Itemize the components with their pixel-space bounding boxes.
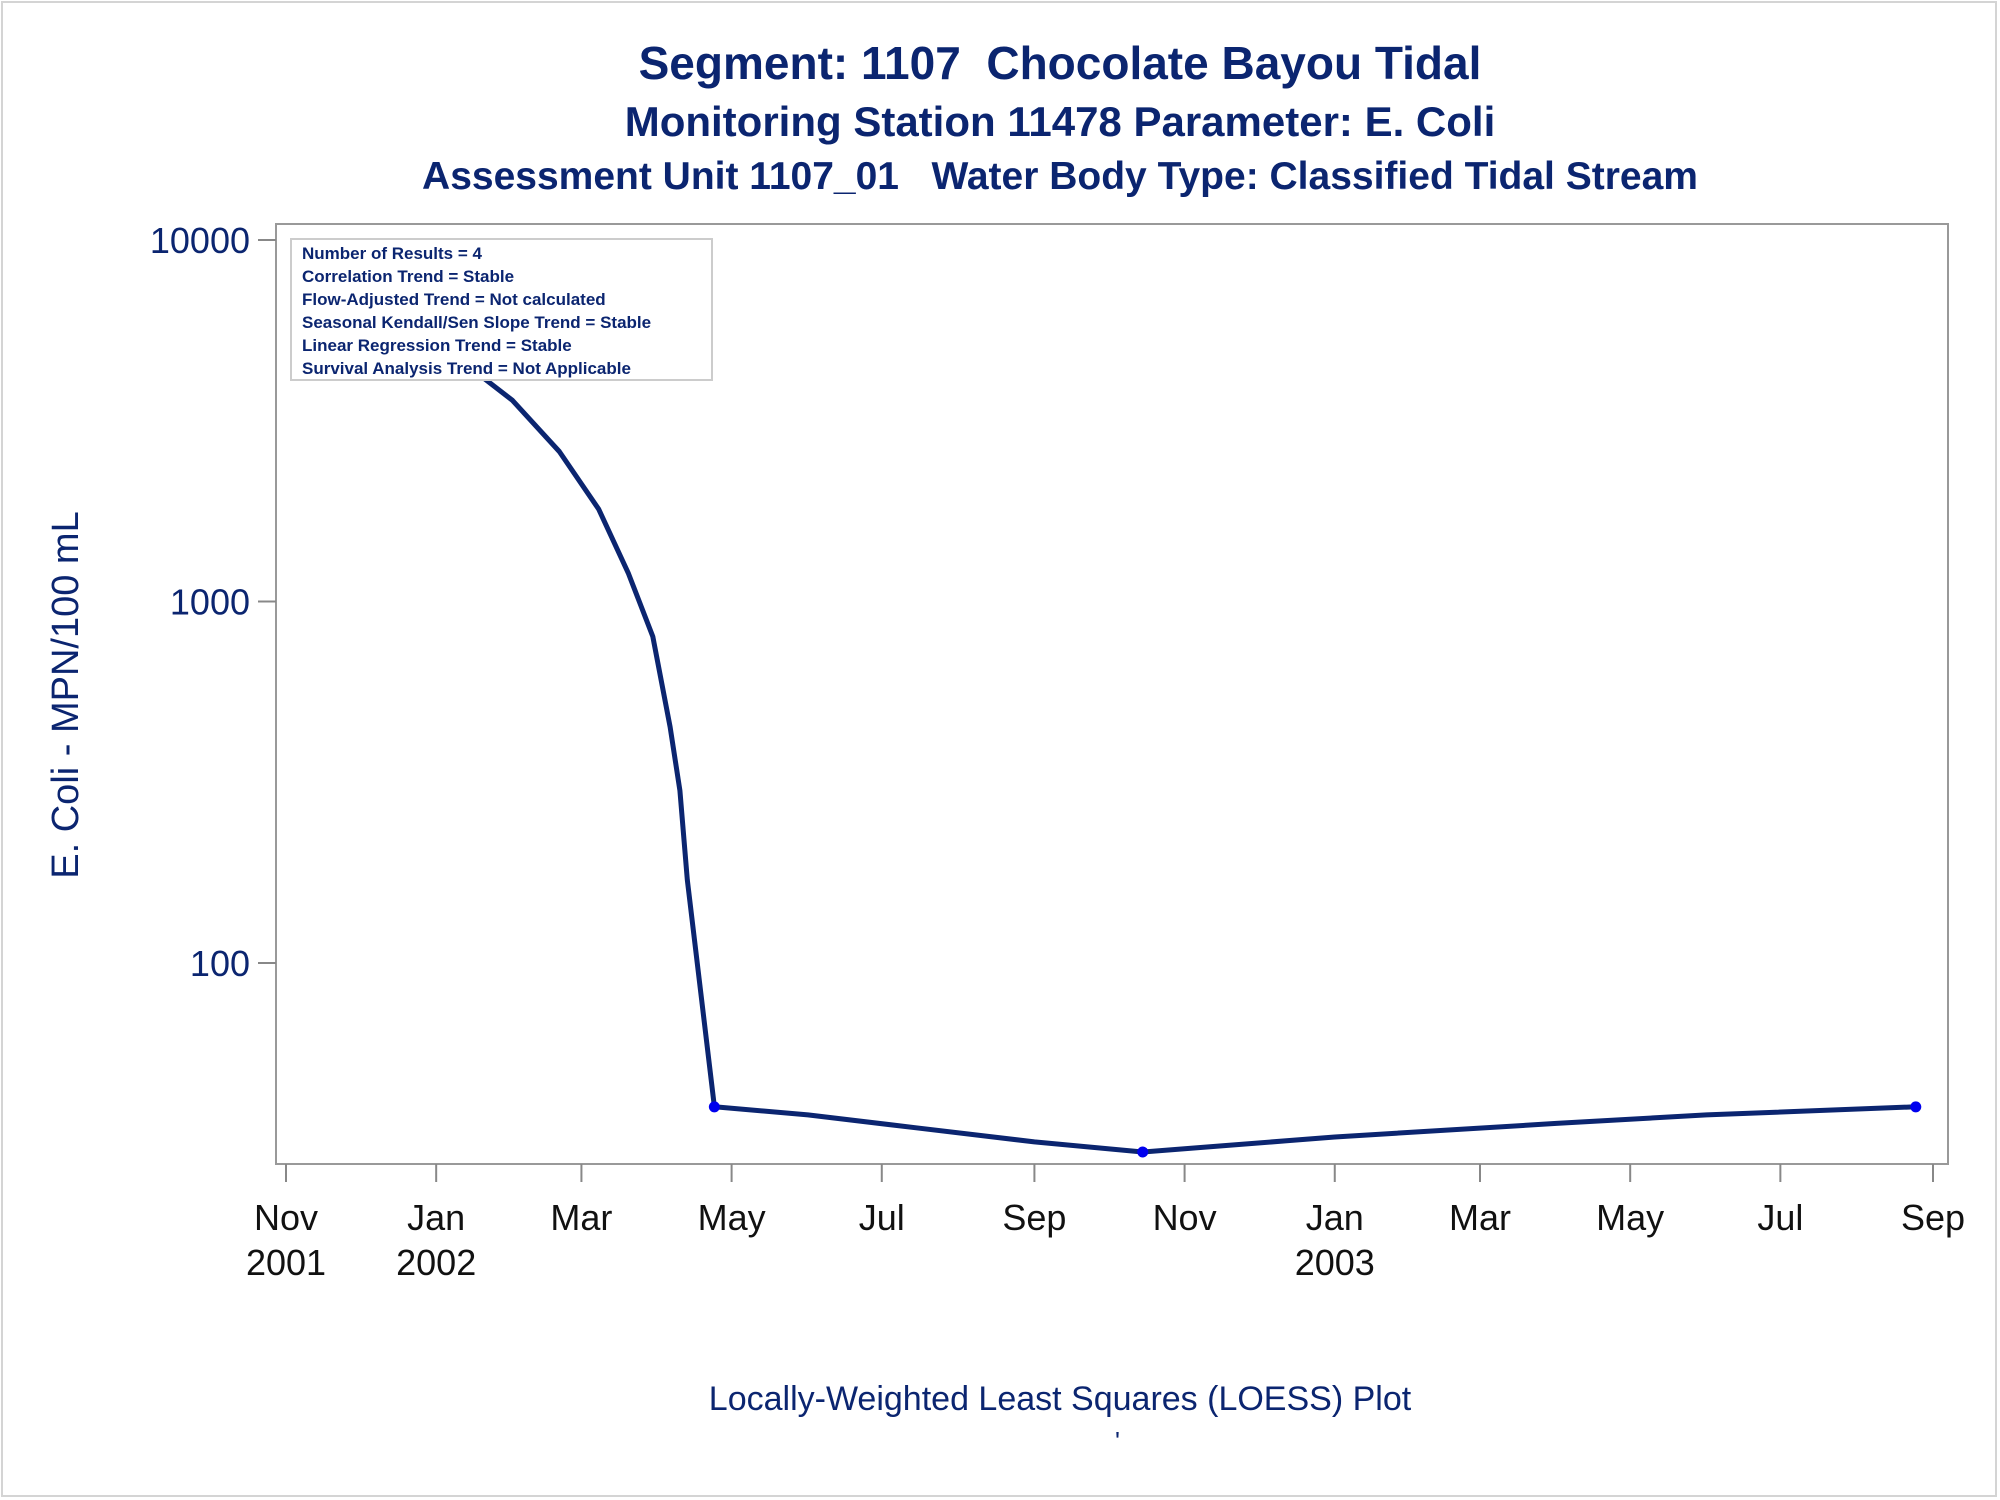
footer-caption: Locally-Weighted Least Squares (LOESS) P… [708,1380,1412,1418]
x-tick-label-2002-01-01: Jan [407,1197,465,1238]
footer-mark: ' [1115,1426,1120,1456]
data-point-4 [1910,1101,1922,1113]
data-point-3 [1137,1146,1149,1158]
y-tick-label-100: 100 [190,943,250,984]
x-tick-label-2001-11-01: Nov [254,1197,318,1238]
loess-curve [382,317,1919,1155]
x-tick-label-2002-11-01: Nov [1153,1197,1217,1238]
y-tick-label-10000: 10000 [150,220,250,261]
x-tick-label-2003-09-01: Sep [1901,1197,1965,1238]
x-tick-label-2002-09-01: Sep [1002,1197,1066,1238]
chart-title: Segment: 1107 Chocolate Bayou Tidal [638,37,1482,89]
stats-line-seasonal-kendall: Seasonal Kendall/Sen Slope Trend = Stabl… [302,313,651,332]
x-tick-label-2002-03-01: Mar [550,1197,612,1238]
chart-subtitle-station: Monitoring Station 11478 Parameter: E. C… [624,98,1496,145]
stats-line-flow-adjusted: Flow-Adjusted Trend = Not calculated [302,290,606,309]
x-tick-label-2003-03-01: Mar [1449,1197,1511,1238]
stats-line-linear-regression: Linear Regression Trend = Stable [302,336,572,355]
chart-subtitle-assessment: Assessment Unit 1107_01 Water Body Type:… [422,155,1698,198]
x-tick-label-2002-05-01: May [698,1197,766,1238]
x-tick-year-2001: 2001 [246,1242,326,1283]
data-point-2 [708,1101,720,1113]
y-tick-label-1000: 1000 [170,581,250,622]
x-tick-year-2002: 2002 [396,1242,476,1283]
stats-line-results: Number of Results = 4 [302,244,483,263]
x-tick-label-2003-05-01: May [1596,1197,1664,1238]
x-tick-label-2002-07-01: Jul [859,1197,905,1238]
y-axis-label: E. Coli - MPN/100 mL [45,511,87,878]
x-tick-year-2003: 2003 [1295,1242,1375,1283]
stats-box: Number of Results = 4 Correlation Trend … [290,238,713,381]
x-tick-label-2003-07-01: Jul [1757,1197,1803,1238]
x-tick-label-2003-01-01: Jan [1306,1197,1364,1238]
stats-line-survival: Survival Analysis Trend = Not Applicable [302,359,631,378]
stats-line-correlation: Correlation Trend = Stable [302,267,514,286]
